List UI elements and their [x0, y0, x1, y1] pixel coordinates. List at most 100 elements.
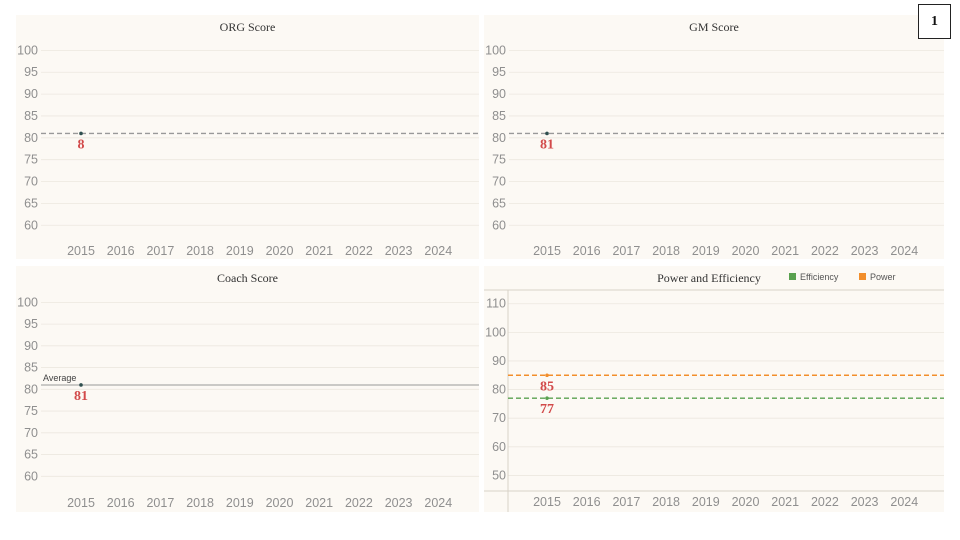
data-point [79, 131, 83, 136]
x-tick-label: 2018 [652, 244, 680, 258]
coach-score-chart: Coach Score 100 95 90 85 80 75 70 65 60 2015 2016 20… [16, 266, 479, 512]
y-tick-label: 90 [492, 354, 506, 368]
data-label: 81 [540, 137, 554, 152]
page-number-badge[interactable]: 1 [918, 4, 951, 39]
chart-title: GM Score [689, 20, 739, 34]
y-tick-label: 60 [492, 440, 506, 454]
x-tick-label: 2020 [266, 496, 294, 510]
legend-label-power: Power [870, 272, 896, 282]
x-tick-label: 2019 [692, 244, 720, 258]
x-tick-label: 2023 [385, 496, 413, 510]
data-label: 77 [540, 402, 554, 417]
y-tick-label: 100 [485, 43, 506, 57]
data-label: 85 [540, 379, 554, 394]
y-tick-label: 75 [24, 153, 38, 167]
x-tick-label: 2016 [107, 496, 135, 510]
x-tick-label: 2015 [533, 495, 561, 509]
y-tick-label: 75 [492, 153, 506, 167]
y-tick-label: 80 [24, 131, 38, 145]
legend-swatch-power [859, 273, 866, 280]
y-tick-label: 65 [24, 196, 38, 210]
x-tick-label: 2023 [851, 244, 879, 258]
chart-svg: Power and Efficiency Efficiency Power 110 10… [484, 271, 944, 512]
y-tick-label: 80 [492, 383, 506, 397]
y-tick-label: 95 [492, 65, 506, 79]
y-tick-label: 100 [17, 295, 38, 309]
y-tick-label: 60 [492, 218, 506, 232]
y-tick-label: 50 [492, 468, 506, 482]
x-tick-label: 2020 [732, 244, 760, 258]
y-tick-label: 85 [492, 109, 506, 123]
x-tick-label: 2020 [266, 244, 294, 258]
x-tick-label: 2024 [890, 244, 918, 258]
x-tick-label: 2021 [771, 244, 799, 258]
x-tick-label: 2017 [612, 495, 640, 509]
x-tick-label: 2022 [811, 244, 839, 258]
x-tick-label: 2016 [573, 495, 601, 509]
x-tick-label: 2022 [345, 496, 373, 510]
x-tick-label: 2023 [385, 244, 413, 258]
y-tick-label: 90 [492, 87, 506, 101]
y-tick-label: 95 [24, 65, 38, 79]
legend-swatch-efficiency [789, 273, 796, 280]
y-tick-label: 60 [24, 469, 38, 483]
x-tick-label: 2015 [67, 496, 95, 510]
power-efficiency-chart: Power and Efficiency Efficiency Power 110 10… [484, 266, 944, 512]
x-tick-label: 2017 [612, 244, 640, 258]
x-tick-label: 2017 [146, 496, 174, 510]
x-tick-label: 2018 [186, 496, 214, 510]
x-tick-label: 2017 [146, 244, 174, 258]
x-tick-label: 2018 [186, 244, 214, 258]
x-tick-label: 2018 [652, 495, 680, 509]
org-score-chart: ORG Score 100 95 90 85 80 75 70 65 60 2015 2016 2017… [16, 15, 479, 259]
y-tick-label: 85 [24, 109, 38, 123]
y-tick-label: 85 [24, 361, 38, 375]
x-tick-label: 2020 [732, 495, 760, 509]
chart-svg: Coach Score 100 95 90 85 80 75 70 65 60 2015 2016 20… [17, 271, 479, 510]
x-tick-label: 2024 [424, 244, 452, 258]
y-tick-label: 95 [24, 317, 38, 331]
reference-line-label: Average [43, 373, 76, 383]
x-tick-label: 2022 [345, 244, 373, 258]
legend-label-efficiency: Efficiency [800, 272, 839, 282]
y-tick-label: 90 [24, 339, 38, 353]
y-tick-label: 70 [24, 426, 38, 440]
chart-svg: ORG Score 100 95 90 85 80 75 70 65 60 2015 2016 2017… [17, 20, 479, 258]
y-tick-label: 65 [24, 448, 38, 462]
x-tick-label: 2021 [305, 244, 333, 258]
y-tick-label: 70 [24, 175, 38, 189]
chart-title: Coach Score [217, 271, 278, 285]
x-tick-label: 2015 [533, 244, 561, 258]
data-point [545, 373, 549, 378]
y-tick-label: 90 [24, 87, 38, 101]
y-tick-label: 60 [24, 218, 38, 232]
x-tick-label: 2019 [692, 495, 720, 509]
x-tick-label: 2016 [573, 244, 601, 258]
data-label: 8 [78, 137, 85, 152]
y-tick-label: 80 [492, 131, 506, 145]
y-tick-label: 100 [17, 43, 38, 57]
y-tick-label: 70 [492, 175, 506, 189]
y-tick-label: 80 [24, 382, 38, 396]
y-tick-label: 110 [486, 297, 506, 311]
x-tick-label: 2019 [226, 244, 254, 258]
x-tick-label: 2024 [424, 496, 452, 510]
data-point [545, 131, 549, 136]
data-label: 81 [74, 389, 88, 404]
x-tick-label: 2019 [226, 496, 254, 510]
y-tick-label: 70 [492, 411, 506, 425]
y-tick-label: 75 [24, 404, 38, 418]
x-tick-label: 2023 [851, 495, 879, 509]
data-point [79, 383, 83, 387]
chart-title: Power and Efficiency [657, 271, 761, 285]
data-point [545, 396, 549, 400]
x-tick-label: 2022 [811, 495, 839, 509]
x-tick-label: 2021 [771, 495, 799, 509]
x-tick-label: 2016 [107, 244, 135, 258]
chart-svg: GM Score 100 95 90 85 80 75 70 65 60 2015 2016 2017 2… [485, 20, 944, 258]
gm-score-chart: GM Score 100 95 90 85 80 75 70 65 60 2015 2016 2017 2… [484, 15, 944, 259]
x-tick-label: 2021 [305, 496, 333, 510]
y-tick-label: 65 [492, 196, 506, 210]
x-tick-label: 2015 [67, 244, 95, 258]
x-tick-label: 2024 [890, 495, 918, 509]
